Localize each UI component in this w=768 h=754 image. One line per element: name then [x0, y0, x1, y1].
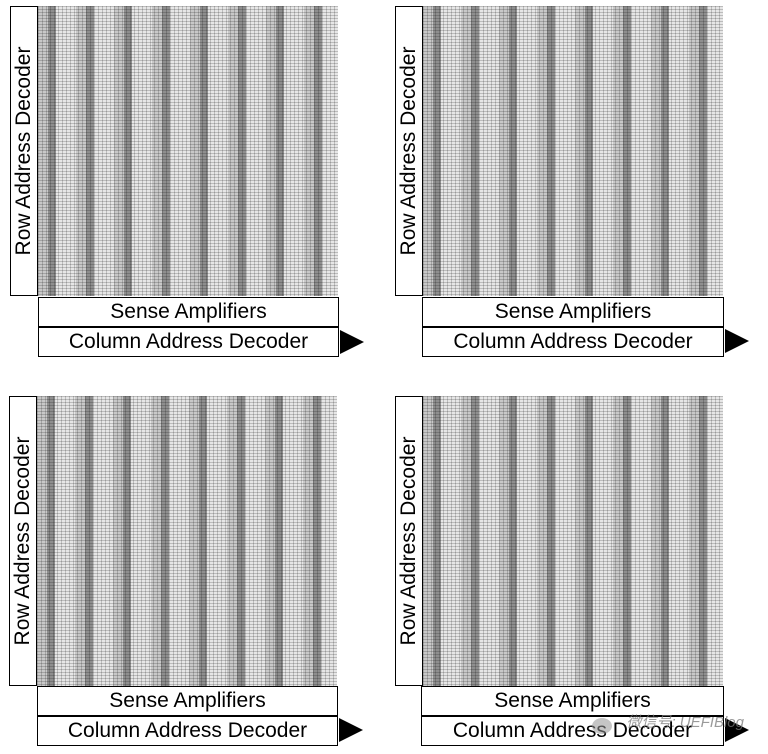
sense-amplifiers: Sense Amplifiers	[421, 686, 724, 716]
column-address-decoder: Column Address Decoder	[421, 716, 724, 746]
column-address-decoder: Column Address Decoder	[38, 327, 339, 357]
arrow-right-icon	[340, 330, 364, 354]
sense-amplifiers: Sense Amplifiers	[422, 297, 724, 327]
row-address-decoder-label: Row Address Decoder	[11, 436, 34, 646]
row-address-decoder: Row Address Decoder	[395, 396, 423, 686]
column-address-decoder: Column Address Decoder	[37, 716, 338, 746]
sense-amplifiers: Sense Amplifiers	[38, 297, 339, 327]
row-address-decoder-label: Row Address Decoder	[12, 46, 35, 256]
memory-cell-array	[38, 6, 338, 296]
row-address-decoder: Row Address Decoder	[10, 6, 38, 296]
column-address-decoder: Column Address Decoder	[422, 327, 724, 357]
arrow-right-icon	[725, 329, 749, 353]
row-address-decoder-label: Row Address Decoder	[397, 46, 420, 256]
arrow-right-icon	[339, 718, 363, 742]
memory-cell-array	[423, 6, 723, 296]
row-address-decoder: Row Address Decoder	[9, 396, 37, 686]
arrow-right-icon	[725, 718, 749, 742]
memory-cell-array	[423, 396, 723, 686]
row-address-decoder: Row Address Decoder	[395, 6, 423, 296]
memory-cell-array	[37, 396, 337, 686]
sense-amplifiers: Sense Amplifiers	[37, 686, 338, 716]
watermark: 微信号: UEFIBlog	[626, 714, 744, 731]
wechat-icon	[592, 718, 612, 734]
row-address-decoder-label: Row Address Decoder	[397, 436, 420, 646]
